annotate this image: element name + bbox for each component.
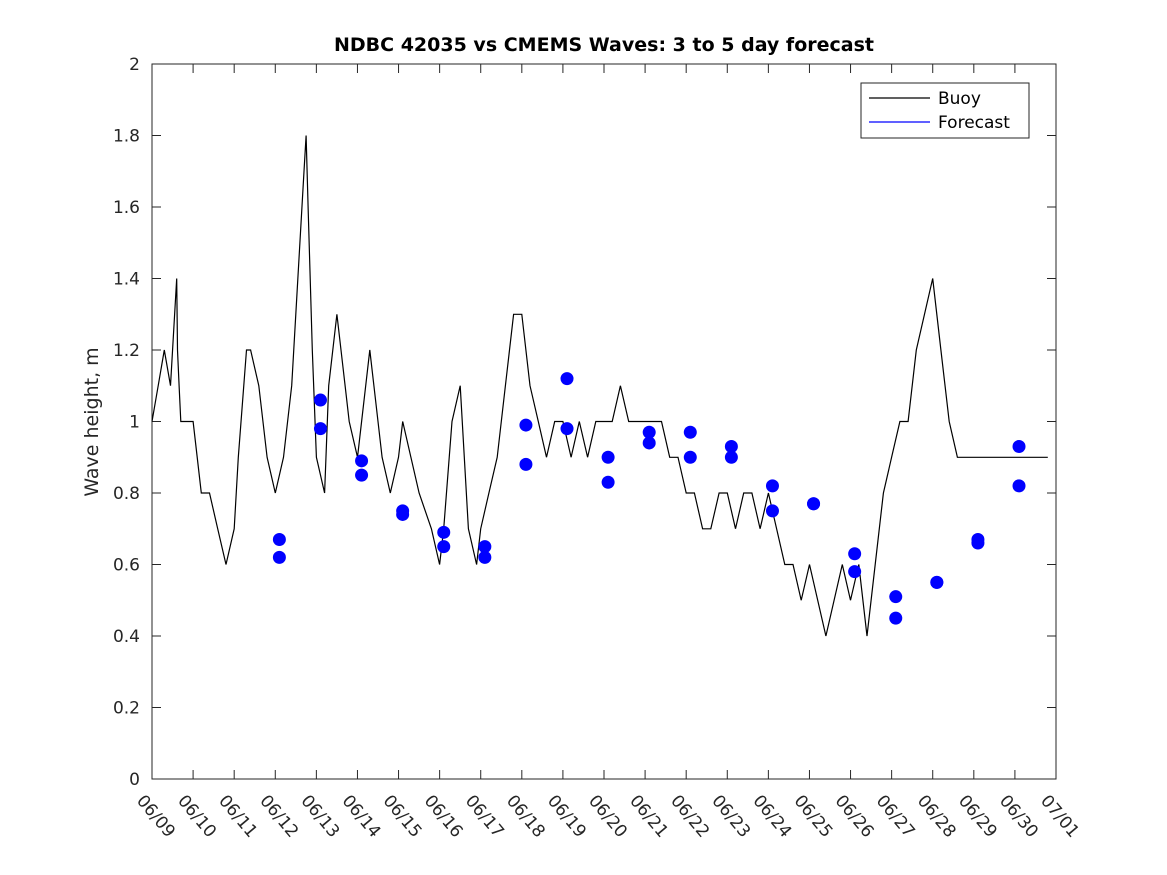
forecast-point — [272, 550, 286, 564]
x-tick-label: 06/11 — [214, 791, 261, 841]
x-tick-label: 06/17 — [461, 791, 508, 841]
y-axis: 0 0.2 0.4 0.6 0.8 1 1.2 1.4 1.6 1.8 2 — [113, 55, 1056, 790]
forecast-point — [642, 436, 656, 450]
forecast-point — [601, 475, 615, 489]
forecast-point — [971, 536, 985, 550]
forecast-point — [313, 393, 327, 407]
y-tick-label: 0.6 — [113, 556, 140, 576]
legend-box — [860, 82, 1030, 139]
forecast-point — [560, 422, 574, 436]
x-tick-label: 06/12 — [255, 791, 302, 841]
legend-label-buoy: Buoy — [938, 89, 981, 109]
forecast-point — [601, 450, 615, 464]
forecast-point — [683, 450, 697, 464]
forecast-point — [724, 450, 738, 464]
y-tick-label: 1.2 — [113, 341, 140, 361]
x-tick-label: 06/24 — [749, 791, 796, 841]
x-tick-label: 06/13 — [297, 791, 344, 841]
forecast-point — [724, 440, 738, 454]
forecast-point — [478, 540, 492, 554]
y-axis-label: Wave height, m — [81, 347, 103, 496]
forecast-point — [396, 507, 410, 521]
forecast-point — [683, 425, 697, 439]
x-tick-label: 06/18 — [502, 791, 549, 841]
x-tick-label: 06/29 — [954, 791, 1001, 841]
chart-title: NDBC 42035 vs CMEMS Waves: 3 to 5 day fo… — [334, 34, 874, 56]
x-tick-label: 06/27 — [872, 791, 919, 841]
x-tick-label: 06/26 — [831, 791, 878, 841]
forecast-point — [355, 468, 369, 482]
forecast-point — [272, 532, 286, 546]
x-tick-label: 06/15 — [379, 791, 426, 841]
x-tick-label: 06/23 — [707, 791, 754, 841]
series-lines — [151, 135, 1048, 637]
x-tick-label: 06/22 — [666, 791, 713, 841]
forecast-point — [437, 525, 451, 539]
forecast-point — [807, 497, 821, 511]
forecast-point — [889, 611, 903, 625]
forecast-point — [765, 504, 779, 518]
x-tick-label: 06/10 — [173, 791, 220, 841]
forecast-point — [848, 565, 862, 579]
forecast-point — [437, 540, 451, 554]
forecast-point — [560, 372, 574, 386]
forecast-point — [889, 590, 903, 604]
x-tick-label: 06/19 — [543, 791, 590, 841]
y-tick-label: 1.8 — [113, 127, 140, 147]
forecast-point — [848, 547, 862, 561]
x-tick-label: 06/09 — [132, 791, 179, 841]
y-tick-label: 0 — [129, 770, 140, 790]
legend: Buoy Forecast — [860, 82, 1030, 139]
forecast-point — [1012, 479, 1026, 493]
y-tick-label: 1 — [129, 413, 140, 433]
y-tick-label: 0.2 — [113, 699, 140, 719]
x-tick-label: 06/21 — [625, 791, 672, 841]
legend-label-forecast: Forecast — [938, 113, 1010, 133]
x-tick-label: 06/28 — [913, 791, 960, 841]
forecast-point — [355, 454, 369, 468]
y-tick-label: 0.8 — [113, 484, 140, 504]
series-line-buoy — [151, 135, 1048, 637]
y-tick-label: 1.6 — [113, 198, 140, 218]
x-tick-label: 06/14 — [338, 791, 385, 841]
forecast-point — [313, 422, 327, 436]
forecast-point — [765, 479, 779, 493]
forecast-points — [272, 372, 1026, 625]
x-tick-label: 07/01 — [1036, 791, 1083, 841]
y-tick-label: 2 — [129, 55, 140, 75]
forecast-point — [1012, 440, 1026, 454]
forecast-point — [930, 575, 944, 589]
x-tick-label: 06/25 — [790, 791, 837, 841]
forecast-point — [519, 457, 533, 471]
forecast-point — [519, 418, 533, 432]
y-tick-label: 0.4 — [113, 627, 140, 647]
y-tick-label: 1.4 — [113, 270, 140, 290]
x-tick-label: 06/16 — [420, 791, 467, 841]
forecast-point — [642, 425, 656, 439]
x-tick-label: 06/20 — [584, 791, 631, 841]
x-tick-label: 06/30 — [995, 791, 1042, 841]
forecast-point — [478, 550, 492, 564]
